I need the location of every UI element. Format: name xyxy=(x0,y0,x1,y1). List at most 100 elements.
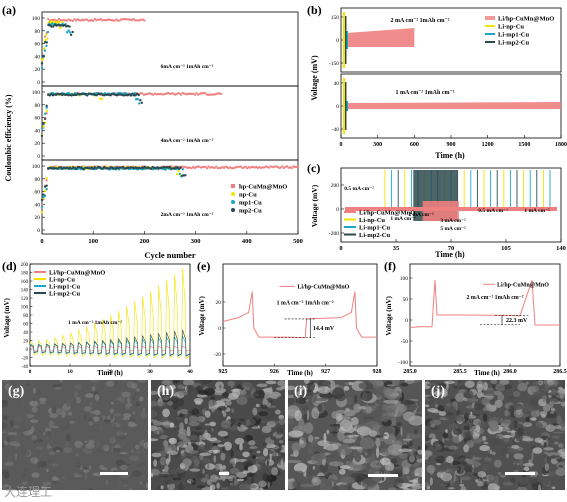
d-annotation: 1 mA cm⁻² 1mAh cm⁻² xyxy=(68,320,122,326)
a-sub2-point xyxy=(195,166,198,169)
d-ytick-label: 80 xyxy=(23,314,28,319)
sem-grain xyxy=(123,413,132,418)
sem-grain xyxy=(383,387,394,396)
a-sub2-point xyxy=(178,165,181,168)
a-sub0-point xyxy=(98,18,101,21)
a-sub1-point xyxy=(195,92,198,95)
sem-grain xyxy=(166,450,179,455)
sem-grain xyxy=(475,479,479,483)
sem-grain xyxy=(516,418,522,427)
sem-grain xyxy=(444,438,450,441)
sem-grain xyxy=(547,471,556,477)
sem-grain xyxy=(441,395,444,400)
sem-grain xyxy=(236,478,245,482)
sem-grain xyxy=(327,441,337,445)
panel-a: (a) Coulombic efficiency (%) 0 20 40 60 80 10… xyxy=(2,3,303,260)
sem-grain xyxy=(543,451,549,454)
sem-grain xyxy=(435,455,446,464)
a-sub2-point xyxy=(267,166,270,169)
sem-grain xyxy=(322,458,326,466)
sem-grain xyxy=(231,408,235,413)
a-sub0-point xyxy=(44,38,47,42)
sem-grain xyxy=(39,400,46,405)
a-sub1-point xyxy=(218,92,221,95)
a-sub2-point xyxy=(253,166,256,169)
sem-grain xyxy=(483,476,488,480)
sem-grain xyxy=(525,381,529,385)
a-sub1-point xyxy=(134,94,137,97)
sem-grain xyxy=(551,435,560,439)
sem-grain xyxy=(479,445,491,452)
sem-grain xyxy=(30,426,35,433)
sem-grain xyxy=(196,485,206,489)
a-sub0-point xyxy=(68,31,72,34)
sem-grain xyxy=(468,418,472,423)
sem-grain xyxy=(425,450,433,458)
sem-grain xyxy=(136,428,144,435)
sem-grain xyxy=(387,487,397,490)
c-ylabel: Voltage (mV) xyxy=(310,184,319,227)
sem-grain xyxy=(17,448,21,454)
a-sub2-point xyxy=(170,165,173,168)
sem-grain xyxy=(200,477,208,483)
sem-grain xyxy=(151,410,157,419)
a-ylabel: Coulombic efficiency (%) xyxy=(4,94,13,181)
sem-grain xyxy=(477,462,481,466)
a-sub1-ytick-label: 80 xyxy=(35,103,41,109)
sem-grain xyxy=(42,431,46,436)
a-sub1-point xyxy=(142,93,145,96)
sem-grain xyxy=(80,464,83,471)
a-sub1-point xyxy=(193,93,196,96)
d-ytick-label: 100 xyxy=(21,305,29,310)
sem-grain xyxy=(163,440,169,448)
sem-grain xyxy=(123,432,127,436)
a-sub2-point xyxy=(221,165,224,168)
a-sub1-point xyxy=(155,93,158,96)
sem-grain xyxy=(517,380,523,384)
a-legend-marker xyxy=(231,192,235,196)
e-xlabel: Time (h) xyxy=(287,369,313,377)
a-sub0-point xyxy=(113,19,116,22)
sem-grain xyxy=(146,482,148,489)
scale-bar-j xyxy=(505,472,535,475)
sem-grain xyxy=(197,415,206,423)
sem-grain xyxy=(94,394,100,401)
a-sub0-point xyxy=(121,18,124,21)
sem-grain xyxy=(532,381,543,385)
sem-grain xyxy=(517,382,528,392)
a-sub2-point xyxy=(273,165,276,168)
a-sub2-point xyxy=(209,166,212,169)
a-sub0-point xyxy=(45,31,48,34)
sem-grain xyxy=(32,387,37,394)
sem-grain xyxy=(35,380,40,384)
sem-grain xyxy=(277,452,285,457)
sem-grain xyxy=(54,431,57,439)
sem-grain xyxy=(280,486,285,490)
a-sub2-point xyxy=(187,166,190,169)
sem-grain xyxy=(83,413,88,421)
sem-grain xyxy=(65,399,72,407)
a-sub2-point xyxy=(272,166,275,169)
a-sub2-point xyxy=(297,166,299,169)
d-series-line xyxy=(29,329,190,357)
sem-grain xyxy=(339,465,351,470)
sem-grain xyxy=(425,482,431,488)
sem-grain xyxy=(111,448,121,453)
sem-grain xyxy=(356,426,372,436)
a-sub1-point xyxy=(214,93,217,96)
sem-grain xyxy=(446,381,449,390)
sem-grain xyxy=(136,387,140,392)
sem-grain xyxy=(4,461,14,467)
sem-grain xyxy=(46,468,49,473)
a-legend-marker xyxy=(231,200,235,204)
sem-grain xyxy=(551,388,556,396)
a-sub0-point xyxy=(73,18,76,21)
sem-grain xyxy=(391,380,400,386)
a-sub1-point xyxy=(45,104,48,108)
a-sub0-point xyxy=(71,30,74,34)
a-sub2-point xyxy=(116,165,119,168)
c-rate-label: 1 mA cm⁻² xyxy=(390,216,416,222)
sem-grain xyxy=(177,410,180,416)
a-sub2-point xyxy=(196,165,199,168)
sem-grain xyxy=(2,422,8,429)
